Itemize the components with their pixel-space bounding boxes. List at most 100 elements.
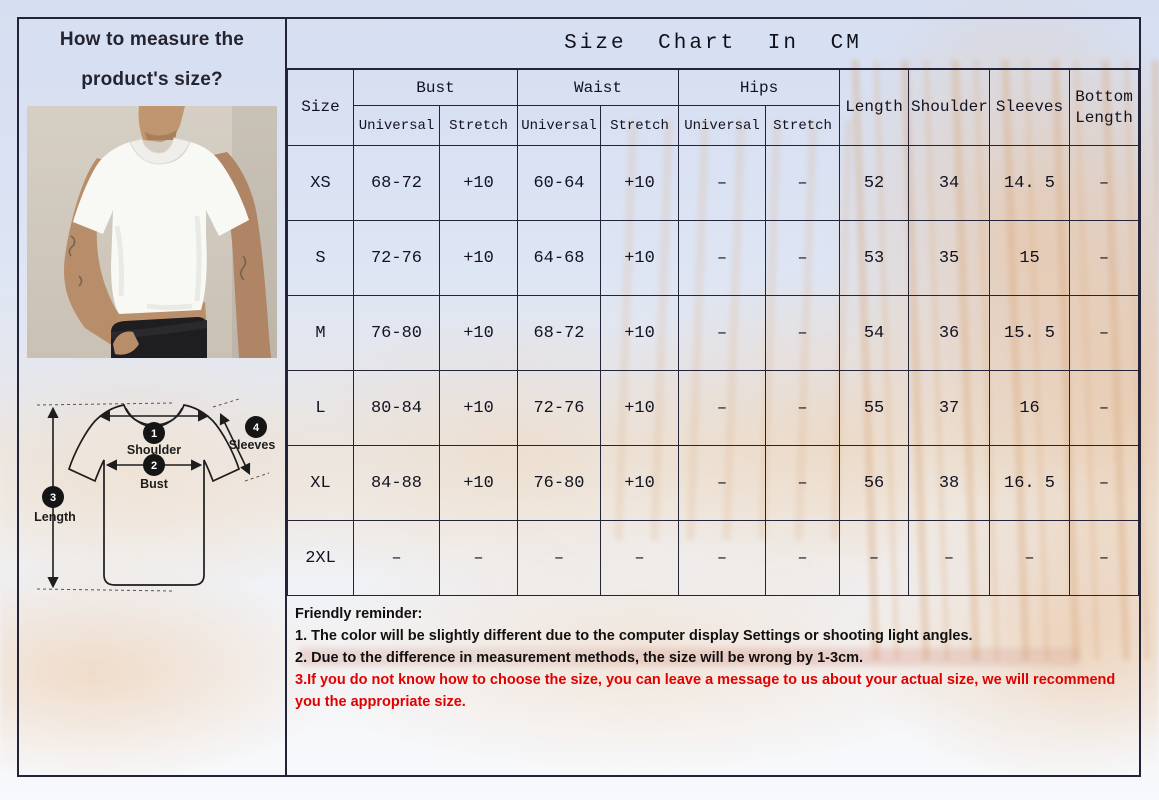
- table-row: M 76-80 +10 68-72 +10– –54 36 15. 5–: [287, 295, 1139, 371]
- value-cell: –: [1069, 520, 1139, 596]
- value-cell: 53: [839, 220, 910, 296]
- value-cell: 64-68: [517, 220, 601, 296]
- value-cell: +10: [599, 295, 680, 371]
- sub-header-hips-stretch: Stretch: [765, 105, 841, 146]
- sub-header-waist-stretch: Stretch: [599, 105, 680, 146]
- value-cell: –: [765, 520, 841, 596]
- col-header-sleeves: Sleeves: [989, 69, 1071, 146]
- value-cell: 16. 5: [989, 445, 1071, 521]
- sub-header-bust-stretch: Stretch: [439, 105, 518, 146]
- group-header-hips: Hips: [678, 69, 841, 106]
- value-cell: +10: [439, 220, 518, 296]
- value-cell: –: [839, 520, 910, 596]
- value-cell: 68-72: [353, 145, 440, 221]
- panel-title-line2: product's size?: [81, 69, 223, 90]
- value-cell: 34: [908, 145, 991, 221]
- size-table-header: Size Bust Waist Hips Length Shoulder Sle…: [287, 69, 1139, 146]
- group-header-waist: Waist: [516, 69, 680, 106]
- value-cell: 72-76: [517, 370, 601, 446]
- col-header-shoulder: Shoulder: [908, 69, 991, 146]
- reminder-line-3-warning: 3.If you do not know how to choose the s…: [295, 672, 1116, 710]
- svg-text:Sleeves: Sleeves: [229, 438, 276, 452]
- value-cell: –: [1069, 145, 1139, 221]
- value-cell: 80-84: [353, 370, 440, 446]
- value-cell: +10: [599, 370, 680, 446]
- value-cell: 76-80: [517, 445, 601, 521]
- size-chart-panel: Size Chart In CM Size Bust Waist Hips Le…: [287, 19, 1139, 775]
- size-cell: S: [287, 220, 354, 296]
- friendly-reminder: Friendly reminder: 1. The color will be …: [287, 596, 1139, 775]
- sub-header-bust-universal: Universal: [353, 105, 440, 146]
- col-header-length: Length: [839, 69, 910, 146]
- col-header-size: Size: [287, 69, 354, 146]
- distant-building-band: [300, 648, 1080, 666]
- value-cell: –: [678, 145, 767, 221]
- group-header-bust: Bust: [353, 69, 518, 106]
- panel-title: How to measure the product's size?: [19, 29, 285, 91]
- reminder-line-2: 2. Due to the difference in measurement …: [295, 650, 864, 666]
- svg-text:4: 4: [253, 422, 260, 434]
- chart-frame: How to measure the product's size?: [17, 17, 1141, 777]
- value-cell: –: [908, 520, 991, 596]
- how-to-measure-panel: How to measure the product's size?: [19, 19, 287, 775]
- value-cell: –: [439, 520, 518, 596]
- sub-header-hips-universal: Universal: [678, 105, 767, 146]
- value-cell: 68-72: [517, 295, 601, 371]
- size-table-body: XS 68-72 +10 60-64 +10– –52 34 14. 5– S 72-76 +10 6…: [287, 145, 1139, 596]
- value-cell: –: [989, 520, 1071, 596]
- table-row: S 72-76 +10 64-68 +10– –53 35 15–: [287, 220, 1139, 296]
- svg-text:1: 1: [151, 428, 157, 440]
- size-chart-title: Size Chart In CM: [287, 19, 1139, 69]
- measure-point-shoulder: 1 Shoulder: [127, 422, 181, 457]
- svg-text:Shoulder: Shoulder: [127, 443, 181, 457]
- value-cell: 15: [989, 220, 1071, 296]
- table-row: L 80-84 +10 72-76 +10– –55 37 16–: [287, 370, 1139, 446]
- value-cell: –: [678, 220, 767, 296]
- value-cell: 84-88: [353, 445, 440, 521]
- panel-title-line1: How to measure the: [59, 29, 245, 50]
- col-header-bottom-length: Bottom Length: [1069, 69, 1139, 146]
- size-cell: M: [287, 295, 354, 371]
- table-row: XS 68-72 +10 60-64 +10– –52 34 14. 5–: [287, 145, 1139, 221]
- size-cell: L: [287, 370, 354, 446]
- value-cell: 15. 5: [989, 295, 1071, 371]
- value-cell: –: [599, 520, 680, 596]
- size-cell: XS: [287, 145, 354, 221]
- svg-text:Bust: Bust: [140, 477, 169, 491]
- value-cell: +10: [439, 445, 518, 521]
- value-cell: –: [678, 370, 767, 446]
- reminder-line-1: 1. The color will be slightly different …: [295, 628, 973, 644]
- measure-point-sleeves: 4 Sleeves: [229, 416, 276, 452]
- value-cell: +10: [439, 370, 518, 446]
- value-cell: 72-76: [353, 220, 440, 296]
- value-cell: 36: [908, 295, 991, 371]
- svg-text:3: 3: [50, 492, 56, 504]
- size-cell: 2XL: [287, 520, 354, 596]
- value-cell: –: [678, 295, 767, 371]
- value-cell: 55: [839, 370, 910, 446]
- value-cell: –: [765, 445, 841, 521]
- model-photo: [27, 106, 277, 358]
- reminder-heading: Friendly reminder:: [295, 606, 423, 622]
- size-table: Size Bust Waist Hips Length Shoulder Sle…: [287, 69, 1139, 596]
- size-cell: XL: [287, 445, 354, 521]
- value-cell: 54: [839, 295, 910, 371]
- value-cell: 52: [839, 145, 910, 221]
- value-cell: –: [517, 520, 601, 596]
- value-cell: +10: [439, 295, 518, 371]
- table-row: 2XL – – – – – – – – – –: [287, 520, 1139, 596]
- value-cell: +10: [439, 145, 518, 221]
- value-cell: +10: [599, 145, 680, 221]
- value-cell: –: [765, 145, 841, 221]
- value-cell: –: [353, 520, 440, 596]
- value-cell: 14. 5: [989, 145, 1071, 221]
- value-cell: 56: [839, 445, 910, 521]
- measure-point-length: 3 Length: [34, 486, 76, 524]
- svg-text:Length: Length: [34, 510, 76, 524]
- value-cell: –: [1069, 370, 1139, 446]
- value-cell: +10: [599, 445, 680, 521]
- table-row: XL 84-88 +10 76-80 +10– –56 38 16. 5–: [287, 445, 1139, 521]
- value-cell: 35: [908, 220, 991, 296]
- value-cell: –: [678, 520, 767, 596]
